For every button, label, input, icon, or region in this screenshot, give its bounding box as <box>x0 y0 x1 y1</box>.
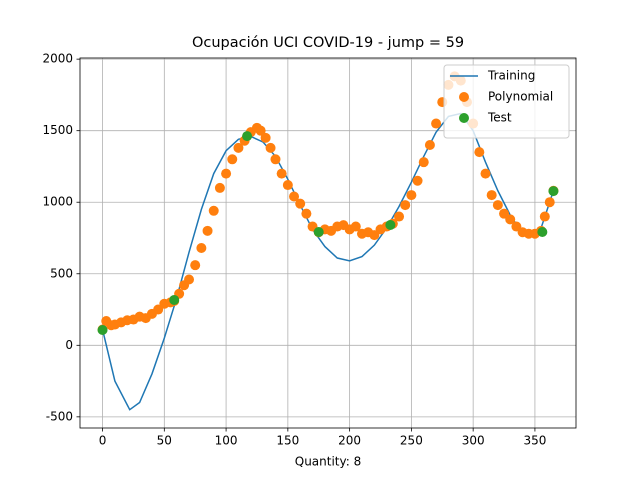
y-tick-label: 2000 <box>42 52 73 66</box>
data-point <box>492 200 503 211</box>
x-tick-label: 200 <box>338 434 361 448</box>
x-tick-label: 300 <box>462 434 485 448</box>
x-tick-label: 50 <box>157 434 172 448</box>
legend-swatch <box>459 113 469 123</box>
data-point <box>190 260 201 271</box>
x-tick-label: 0 <box>99 434 107 448</box>
legend-label: Training <box>487 69 535 83</box>
data-point <box>227 154 238 165</box>
data-point <box>394 211 405 222</box>
legend: Training Polynomial Test <box>443 64 570 139</box>
data-point <box>431 118 442 129</box>
data-point <box>289 191 300 202</box>
legend-box <box>443 64 570 139</box>
data-point <box>418 157 429 168</box>
data-point <box>242 131 253 142</box>
data-point <box>295 198 306 209</box>
training-line <box>101 112 555 411</box>
data-point <box>233 142 244 153</box>
x-tick-label: 100 <box>215 434 238 448</box>
data-point <box>260 132 271 143</box>
y-tick-label: 1000 <box>42 195 73 209</box>
chart-title: Ocupación UCI COVID-19 - jump = 59 <box>192 35 464 51</box>
data-point <box>313 226 324 237</box>
data-point <box>196 243 207 254</box>
data-point <box>282 180 293 191</box>
x-tick-label: 150 <box>276 434 299 448</box>
data-point <box>486 190 497 201</box>
data-point <box>385 219 396 230</box>
x-axis-label: Quantity: 8 <box>295 455 361 469</box>
data-point <box>265 142 276 153</box>
axes-frame <box>79 57 577 429</box>
data-point <box>505 214 516 225</box>
data-point <box>276 168 287 179</box>
y-tick-label: -500 <box>46 409 73 423</box>
legend-swatch <box>459 92 469 102</box>
data-point <box>97 324 108 335</box>
legend-label: Polynomial <box>488 90 553 104</box>
data-point <box>474 147 485 158</box>
data-point <box>255 125 266 136</box>
data-point <box>412 175 423 186</box>
x-tick-label: 250 <box>400 434 423 448</box>
data-point <box>202 225 213 236</box>
data-point <box>221 168 232 179</box>
legend-label: Test <box>487 111 512 125</box>
data-point <box>184 274 195 285</box>
data-point <box>539 211 550 222</box>
data-point <box>480 168 491 179</box>
data-point <box>301 208 312 219</box>
data-point <box>537 226 548 237</box>
data-point <box>214 182 225 193</box>
x-tick-label: 350 <box>523 434 546 448</box>
y-tick-label: 1500 <box>42 123 73 137</box>
data-point <box>400 200 411 211</box>
data-point <box>424 139 435 150</box>
data-point <box>208 205 219 216</box>
data-point <box>350 221 361 232</box>
data-point <box>270 154 281 165</box>
data-point <box>544 197 555 208</box>
y-tick-label: 0 <box>65 338 73 352</box>
data-point <box>406 190 417 201</box>
data-point <box>548 186 559 197</box>
y-tick-label: 500 <box>50 266 73 280</box>
data-point <box>169 294 180 305</box>
